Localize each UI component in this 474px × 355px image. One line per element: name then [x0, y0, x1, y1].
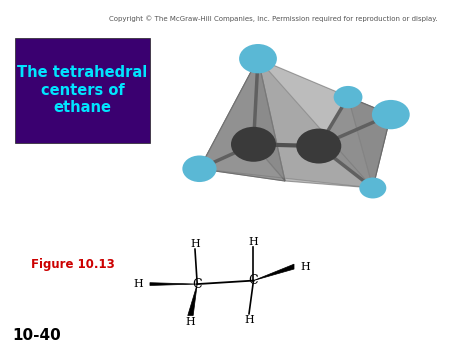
Polygon shape [150, 283, 197, 285]
Text: Copyright © The McGraw-Hill Companies, Inc. Permission required for reproduction: Copyright © The McGraw-Hill Companies, I… [109, 15, 438, 22]
Polygon shape [319, 97, 391, 146]
Text: C: C [192, 278, 202, 291]
Bar [15, 38, 150, 143]
Polygon shape [348, 97, 391, 188]
Text: 10-40: 10-40 [13, 328, 61, 344]
Polygon shape [258, 59, 391, 188]
Text: H: H [244, 315, 254, 325]
Polygon shape [254, 264, 294, 280]
Circle shape [239, 44, 277, 73]
Polygon shape [200, 59, 258, 169]
Text: Figure 10.13: Figure 10.13 [31, 258, 114, 271]
Polygon shape [319, 115, 391, 188]
Polygon shape [319, 97, 373, 188]
Circle shape [372, 100, 410, 129]
Text: H: H [134, 279, 143, 289]
Circle shape [359, 178, 386, 198]
Text: H: H [186, 317, 195, 327]
Polygon shape [188, 284, 197, 316]
Text: C: C [249, 274, 258, 287]
Text: H: H [301, 262, 310, 272]
Polygon shape [200, 59, 373, 188]
Text: The tetrahedral
centers of
ethane: The tetrahedral centers of ethane [17, 65, 147, 115]
Text: H: H [249, 237, 258, 247]
Circle shape [296, 129, 341, 164]
Polygon shape [254, 59, 285, 181]
Circle shape [231, 127, 276, 162]
Polygon shape [200, 59, 285, 181]
Polygon shape [200, 144, 285, 181]
Text: H: H [190, 239, 200, 249]
Circle shape [182, 155, 217, 182]
Circle shape [334, 86, 363, 108]
